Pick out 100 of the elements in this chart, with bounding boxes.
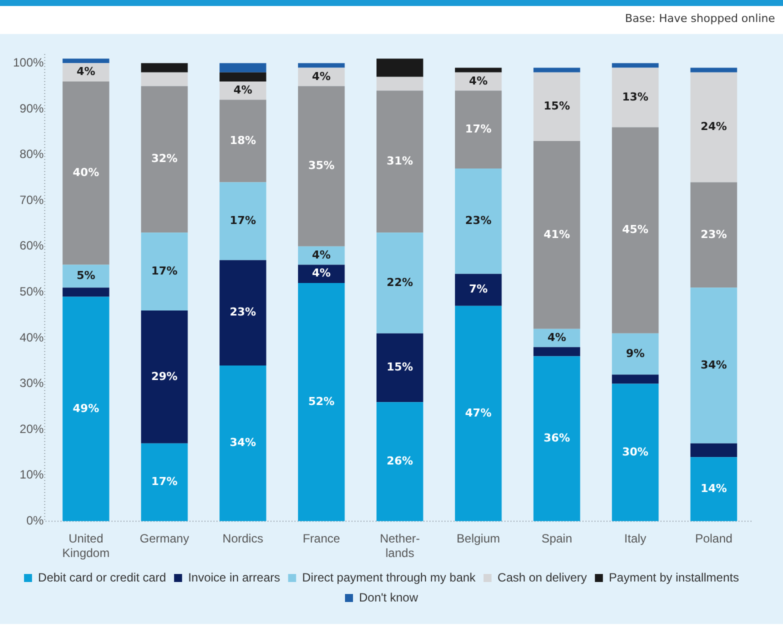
x-tick-label: Nordics [222, 532, 264, 546]
data-label: 26% [386, 454, 414, 468]
data-label: 17% [151, 264, 178, 278]
data-label: 45% [622, 223, 648, 236]
data-label: 4% [76, 65, 96, 78]
data-label: 29% [151, 370, 178, 383]
data-label: 5% [76, 269, 96, 282]
bar [533, 72, 580, 142]
data-label: 4% [312, 70, 331, 83]
legend-label: Invoice in arrears [188, 570, 280, 584]
x-tick-label: France [302, 532, 340, 546]
x-tick-label: Poland [695, 532, 732, 546]
data-label: 31% [386, 154, 414, 168]
bar [62, 81, 110, 265]
legend-label: Payment by installments [608, 570, 739, 584]
x-tick-label: Nether-lands [380, 532, 420, 560]
bar [533, 68, 580, 72]
data-label: 35% [308, 159, 335, 172]
data-label: 40% [72, 166, 100, 179]
bar [376, 90, 424, 233]
bar [690, 443, 738, 458]
bar [62, 296, 110, 522]
bar [533, 347, 580, 356]
y-tick-label: 70% [20, 192, 44, 207]
bar [298, 86, 345, 246]
bar [141, 72, 188, 86]
bar [141, 310, 188, 444]
bar [690, 68, 738, 72]
bar [612, 384, 659, 522]
bar [612, 63, 659, 68]
bar [141, 86, 188, 233]
data-label: 17% [151, 475, 178, 488]
legend-label: Don't know [359, 590, 418, 604]
data-label: 36% [544, 432, 570, 445]
data-label: 4% [547, 330, 566, 344]
bar [454, 68, 502, 72]
data-label: 52% [308, 394, 335, 408]
data-label: 15% [386, 360, 414, 374]
data-label: 17% [465, 122, 492, 136]
bar [220, 63, 266, 72]
bar [376, 232, 424, 334]
bar [376, 58, 424, 77]
bar [141, 443, 188, 522]
y-tick-label: 20% [20, 422, 44, 436]
bar [62, 264, 110, 288]
data-label: 30% [622, 445, 648, 458]
data-label: 4% [468, 74, 488, 88]
data-label: 15% [544, 100, 570, 113]
bar [141, 232, 188, 310]
y-tick-label: 40% [20, 330, 44, 344]
x-tick-label: Germany [140, 532, 190, 546]
data-label: 32% [151, 152, 178, 166]
data-label: 4% [234, 84, 252, 97]
bar [141, 63, 188, 72]
y-tick-label: 100% [12, 55, 44, 70]
bar [220, 260, 266, 366]
bar [62, 58, 110, 64]
bar [454, 306, 502, 522]
y-tick-label: 50% [20, 284, 44, 298]
data-label: 23% [700, 228, 727, 241]
bar [62, 288, 110, 297]
x-tick-label: Spain [541, 532, 572, 546]
legend-label: Direct payment through my bank [302, 570, 477, 584]
bar [220, 182, 266, 260]
data-label: 23% [465, 214, 492, 228]
data-label: 41% [544, 228, 570, 241]
bar [220, 100, 266, 182]
bar [454, 90, 502, 169]
bar [298, 68, 345, 86]
x-tick-label: Italy [624, 532, 646, 546]
bar [220, 365, 266, 522]
legend-label: Debit card or credit card [38, 570, 166, 584]
bar [298, 283, 345, 522]
data-label: 34% [700, 358, 727, 372]
data-label: 4% [312, 248, 331, 262]
y-tick-label: 30% [20, 376, 44, 390]
bar [690, 288, 738, 444]
bar [690, 72, 738, 182]
text: Base: Have shopped online [624, 11, 776, 27]
x-tick-label: United Kingdom [62, 532, 110, 560]
bar [298, 264, 345, 284]
data-label: 13% [622, 90, 648, 104]
data-label: 47% [465, 406, 492, 420]
x-tick-label: Belgium [456, 532, 500, 546]
bar [376, 402, 424, 522]
bar [62, 63, 110, 82]
bar [298, 63, 345, 68]
y-tick-label: 90% [20, 101, 44, 116]
legend-label: Cash on delivery [498, 570, 587, 584]
bar [376, 76, 424, 91]
data-label: 14% [700, 482, 727, 495]
data-label: 9% [626, 346, 645, 360]
data-label: 17% [230, 214, 256, 228]
bar [376, 333, 424, 402]
bar [690, 182, 738, 288]
bar [533, 356, 580, 522]
data-label: 7% [468, 282, 488, 296]
y-tick-label: 10% [20, 468, 44, 482]
bar [612, 374, 659, 384]
y-tick-label: 0% [26, 514, 44, 528]
